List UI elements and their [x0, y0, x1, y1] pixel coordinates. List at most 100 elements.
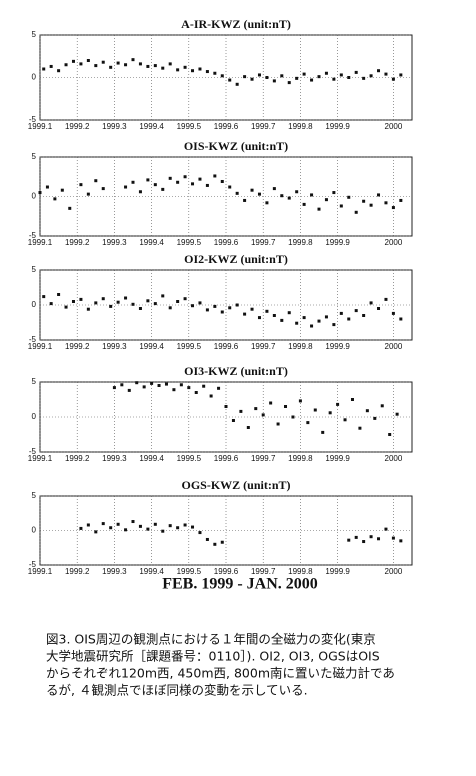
data-point	[94, 301, 98, 305]
data-point	[205, 183, 209, 187]
data-point	[124, 528, 128, 532]
x-tick-label: 1999.8	[288, 238, 313, 247]
data-point	[250, 77, 254, 81]
data-point	[176, 180, 180, 184]
data-point	[176, 68, 180, 72]
data-point	[228, 78, 232, 82]
data-point	[213, 304, 217, 308]
data-point	[146, 178, 150, 182]
data-point	[49, 64, 53, 68]
data-point	[131, 302, 135, 306]
data-point	[187, 386, 191, 390]
x-tick-label: 1999.7	[251, 238, 276, 247]
data-point	[354, 309, 358, 313]
data-point	[150, 381, 154, 385]
data-point	[377, 193, 381, 197]
data-point	[183, 297, 187, 301]
data-point	[306, 421, 310, 425]
data-point	[377, 307, 381, 310]
data-point	[287, 196, 291, 200]
data-point	[161, 187, 165, 191]
caption-line: からそれぞれ120m西, 450m西, 800m南に置いた磁力計であ	[46, 666, 395, 681]
data-point	[183, 65, 187, 69]
data-point	[168, 62, 172, 66]
data-point	[261, 413, 265, 417]
data-point	[257, 192, 261, 196]
x-tick-label: 1999.8	[288, 122, 313, 131]
x-tick-label: 2000	[385, 567, 403, 576]
data-point	[373, 416, 377, 420]
data-point	[324, 315, 328, 319]
data-point	[384, 201, 388, 205]
data-point	[116, 61, 120, 65]
data-point	[198, 177, 202, 181]
data-point	[284, 405, 288, 408]
data-point	[369, 301, 373, 305]
data-point	[235, 82, 239, 86]
data-point	[176, 300, 180, 303]
y-tick-label: 0	[32, 526, 37, 535]
data-point	[131, 520, 135, 524]
data-point	[198, 67, 202, 71]
x-tick-label: 1999.7	[251, 567, 276, 576]
chart-title: OGS-KWZ (unit:nT)	[181, 478, 290, 492]
data-point	[146, 64, 150, 68]
data-point	[38, 191, 42, 195]
data-point	[194, 391, 198, 394]
data-point	[198, 531, 202, 535]
data-point	[191, 525, 195, 529]
data-point	[339, 311, 343, 315]
x-tick-label: 1999.5	[177, 567, 202, 576]
data-point	[183, 175, 187, 179]
x-tick-label: 1999.1	[28, 567, 53, 576]
data-point	[369, 203, 373, 207]
x-tick-label: 1999.1	[28, 342, 53, 351]
data-point	[317, 75, 321, 79]
x-tick-label: 1999.9	[325, 342, 350, 351]
data-point	[280, 194, 284, 198]
data-point	[109, 65, 113, 69]
data-point	[362, 314, 366, 317]
data-point	[332, 77, 336, 81]
data-point	[220, 540, 224, 544]
x-tick-label: 1999.4	[139, 567, 164, 576]
data-point	[272, 314, 276, 317]
x-tick-label: 1999.5	[177, 238, 202, 247]
data-point	[142, 385, 146, 389]
y-tick-label: -5	[29, 560, 37, 569]
data-point	[302, 202, 306, 206]
data-point	[298, 399, 302, 403]
data-point	[153, 64, 157, 68]
x-tick-label: 2000	[385, 454, 403, 463]
data-point	[153, 183, 157, 187]
y-tick-label: -5	[29, 335, 37, 344]
data-point	[131, 180, 135, 184]
data-point	[339, 204, 343, 208]
data-point	[239, 409, 243, 413]
x-tick-label: 1999.6	[214, 454, 239, 463]
data-point	[164, 382, 168, 386]
data-point	[220, 179, 224, 183]
data-point	[86, 307, 90, 311]
y-tick-label: 0	[32, 192, 37, 201]
x-tick-label: 1999.2	[65, 238, 90, 247]
data-point	[64, 305, 68, 309]
data-point	[272, 79, 276, 83]
data-point	[116, 522, 120, 526]
data-point	[369, 535, 373, 539]
data-point	[161, 294, 165, 298]
chart-title: OI3-KWZ (unit:nT)	[184, 364, 288, 378]
data-point	[228, 185, 232, 189]
x-tick-label: 1999.5	[177, 342, 202, 351]
y-tick-label: 5	[32, 152, 37, 161]
data-point	[153, 302, 157, 306]
x-tick-label: 1999.6	[214, 342, 239, 351]
data-point	[146, 527, 150, 531]
data-point	[310, 324, 314, 328]
data-point	[246, 426, 250, 429]
data-point	[317, 207, 321, 211]
x-tick-label: 1999.8	[288, 342, 313, 351]
data-point	[243, 75, 247, 79]
data-point	[71, 59, 75, 63]
data-point	[168, 306, 172, 310]
